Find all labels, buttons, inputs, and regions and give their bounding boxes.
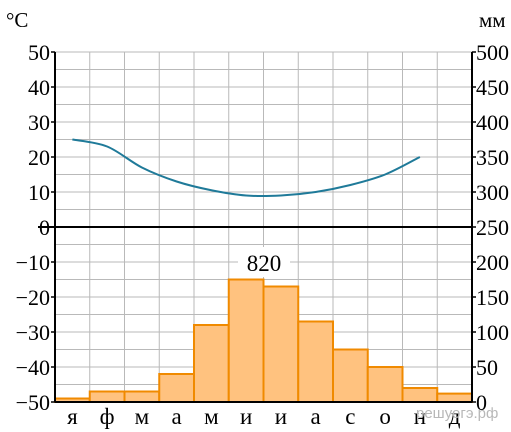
- precipitation-bar: [193, 324, 230, 403]
- right-axis-tick-label: 500: [476, 40, 509, 65]
- month-label: н: [414, 404, 426, 429]
- left-axis-unit: °C: [6, 8, 28, 32]
- left-axis-tick-label: 40: [28, 75, 50, 100]
- month-label: ф: [100, 404, 115, 429]
- month-label: я: [67, 404, 78, 429]
- month-label: а: [311, 404, 321, 429]
- temperature-line: [72, 138, 421, 198]
- precipitation-bar: [297, 320, 334, 403]
- right-axis-tick-label: 150: [476, 285, 509, 310]
- precipitation-bars: [54, 278, 473, 404]
- right-axis-tick-label: 50: [476, 355, 498, 380]
- left-axis-tick-label: 0: [39, 215, 50, 240]
- precipitation-bar: [366, 366, 404, 403]
- month-label: о: [379, 404, 391, 429]
- left-axis-tick-label: 50: [28, 40, 50, 65]
- month-label: а: [172, 404, 182, 429]
- precipitation-bar: [262, 285, 300, 403]
- right-axis-tick-label: 350: [476, 145, 509, 170]
- left-axis-tick-labels: 50 40 30 20 10 0 −10 −20 −30 −40 −50: [16, 40, 50, 415]
- precipitation-bar: [332, 348, 369, 403]
- month-label: м: [204, 404, 219, 429]
- right-axis-tick-label: 450: [476, 75, 509, 100]
- precipitation-bar: [436, 392, 473, 404]
- left-axis-tick-label: 10: [28, 180, 50, 205]
- precipitation-bar: [158, 373, 195, 403]
- month-label: и: [275, 404, 287, 429]
- left-axis-tick-label: −50: [16, 390, 50, 415]
- annotation-background: [238, 247, 290, 277]
- plot-frame: [38, 51, 476, 403]
- watermark: решуогэ.рф: [416, 405, 498, 422]
- precipitation-bar: [88, 390, 126, 403]
- annual-total-annotation: 820: [247, 251, 282, 276]
- right-axis-tick-label: 250: [476, 215, 509, 240]
- right-axis-tick-label: 200: [476, 250, 509, 275]
- left-axis-tick-label: −20: [16, 285, 50, 310]
- precipitation-bar: [227, 278, 265, 403]
- month-label: м: [135, 404, 150, 429]
- month-label: д: [449, 404, 461, 429]
- left-axis-tick-label: 20: [28, 145, 50, 170]
- right-axis-tick-label: 0: [476, 390, 487, 415]
- month-label: и: [240, 404, 252, 429]
- month-label: с: [345, 404, 355, 429]
- left-axis-tick-label: −30: [16, 320, 50, 345]
- left-axis-tick-label: −10: [16, 250, 50, 275]
- left-axis-tick-label: 30: [28, 110, 50, 135]
- right-axis-tick-label: 400: [476, 110, 509, 135]
- right-axis-unit: мм: [479, 8, 506, 32]
- right-axis-tick-label: 300: [476, 180, 509, 205]
- right-axis-tick-label: 100: [476, 320, 509, 345]
- left-axis-tick-label: −40: [16, 355, 50, 380]
- precipitation-bar: [401, 387, 439, 403]
- precipitation-bar: [123, 390, 161, 403]
